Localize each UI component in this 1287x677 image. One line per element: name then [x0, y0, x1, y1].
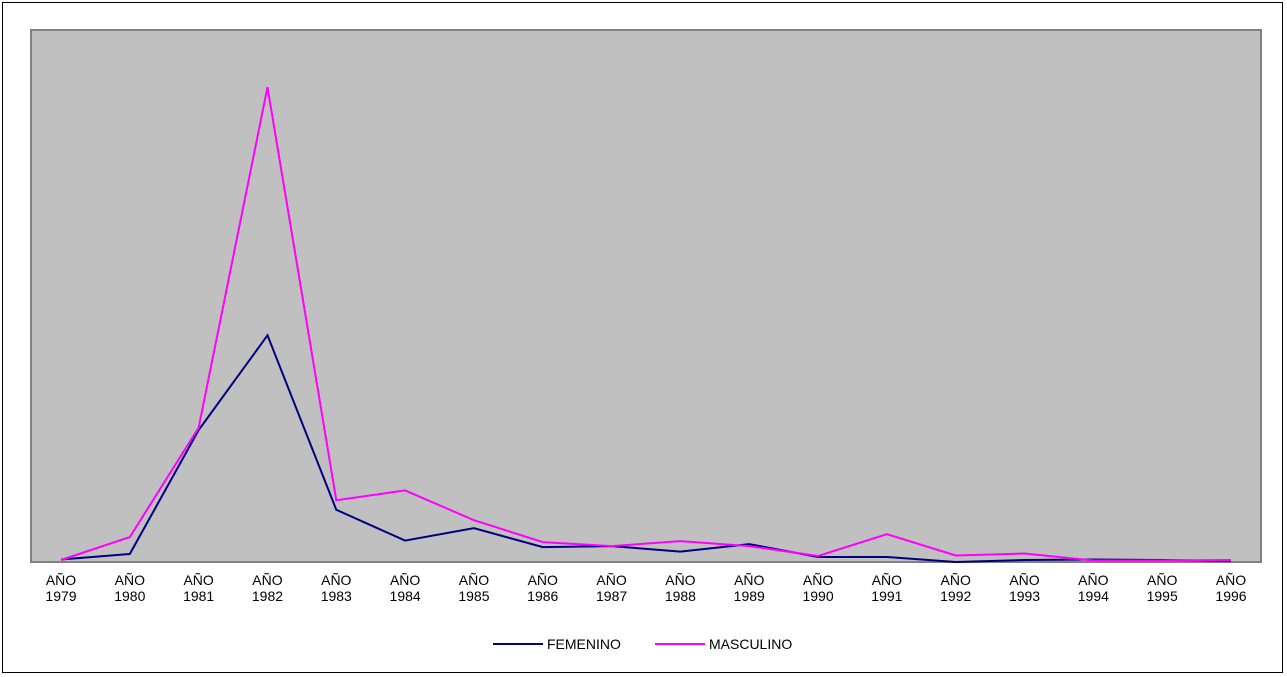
x-tick-label-1: AÑO 1980: [114, 572, 145, 604]
series-line-femenino: [60, 333, 1232, 564]
x-tick-label-8: AÑO 1987: [596, 572, 627, 604]
legend: FEMENINO MASCULINO: [493, 636, 792, 652]
x-tick-label-13: AÑO 1992: [940, 572, 971, 604]
x-tick-label-16: AÑO 1995: [1147, 572, 1178, 604]
x-tick-label-0: AÑO 1979: [45, 572, 76, 604]
x-tick-label-6: AÑO 1985: [458, 572, 489, 604]
legend-label-masculino: MASCULINO: [709, 636, 792, 652]
x-tick-label-11: AÑO 1990: [802, 572, 833, 604]
x-tick-label-7: AÑO 1986: [527, 572, 558, 604]
x-tick-label-4: AÑO 1983: [321, 572, 352, 604]
legend-label-femenino: FEMENINO: [547, 636, 621, 652]
series-layer: [60, 87, 1232, 564]
x-tick-label-3: AÑO 1982: [252, 572, 283, 604]
series-line-masculino: [60, 87, 1232, 562]
x-tick-label-15: AÑO 1994: [1078, 572, 1109, 604]
line-chart: AÑO 1979 AÑO 1980 AÑO 1981 AÑO 1982 AÑO 1983 AÑO 19…: [30, 29, 1262, 652]
x-tick-label-9: AÑO 1988: [665, 572, 696, 604]
x-tick-label-14: AÑO 1993: [1009, 572, 1040, 604]
x-tick-label-17: AÑO 1996: [1215, 572, 1246, 604]
x-axis-labels: AÑO 1979 AÑO 1980 AÑO 1981 AÑO 1982 AÑO 1983 AÑO 19…: [45, 572, 1246, 604]
x-tick-label-5: AÑO 1984: [390, 572, 421, 604]
plot-area: [30, 29, 1262, 563]
x-tick-label-2: AÑO 1981: [183, 572, 214, 604]
x-tick-label-12: AÑO 1991: [871, 572, 902, 604]
x-tick-label-10: AÑO 1989: [734, 572, 765, 604]
